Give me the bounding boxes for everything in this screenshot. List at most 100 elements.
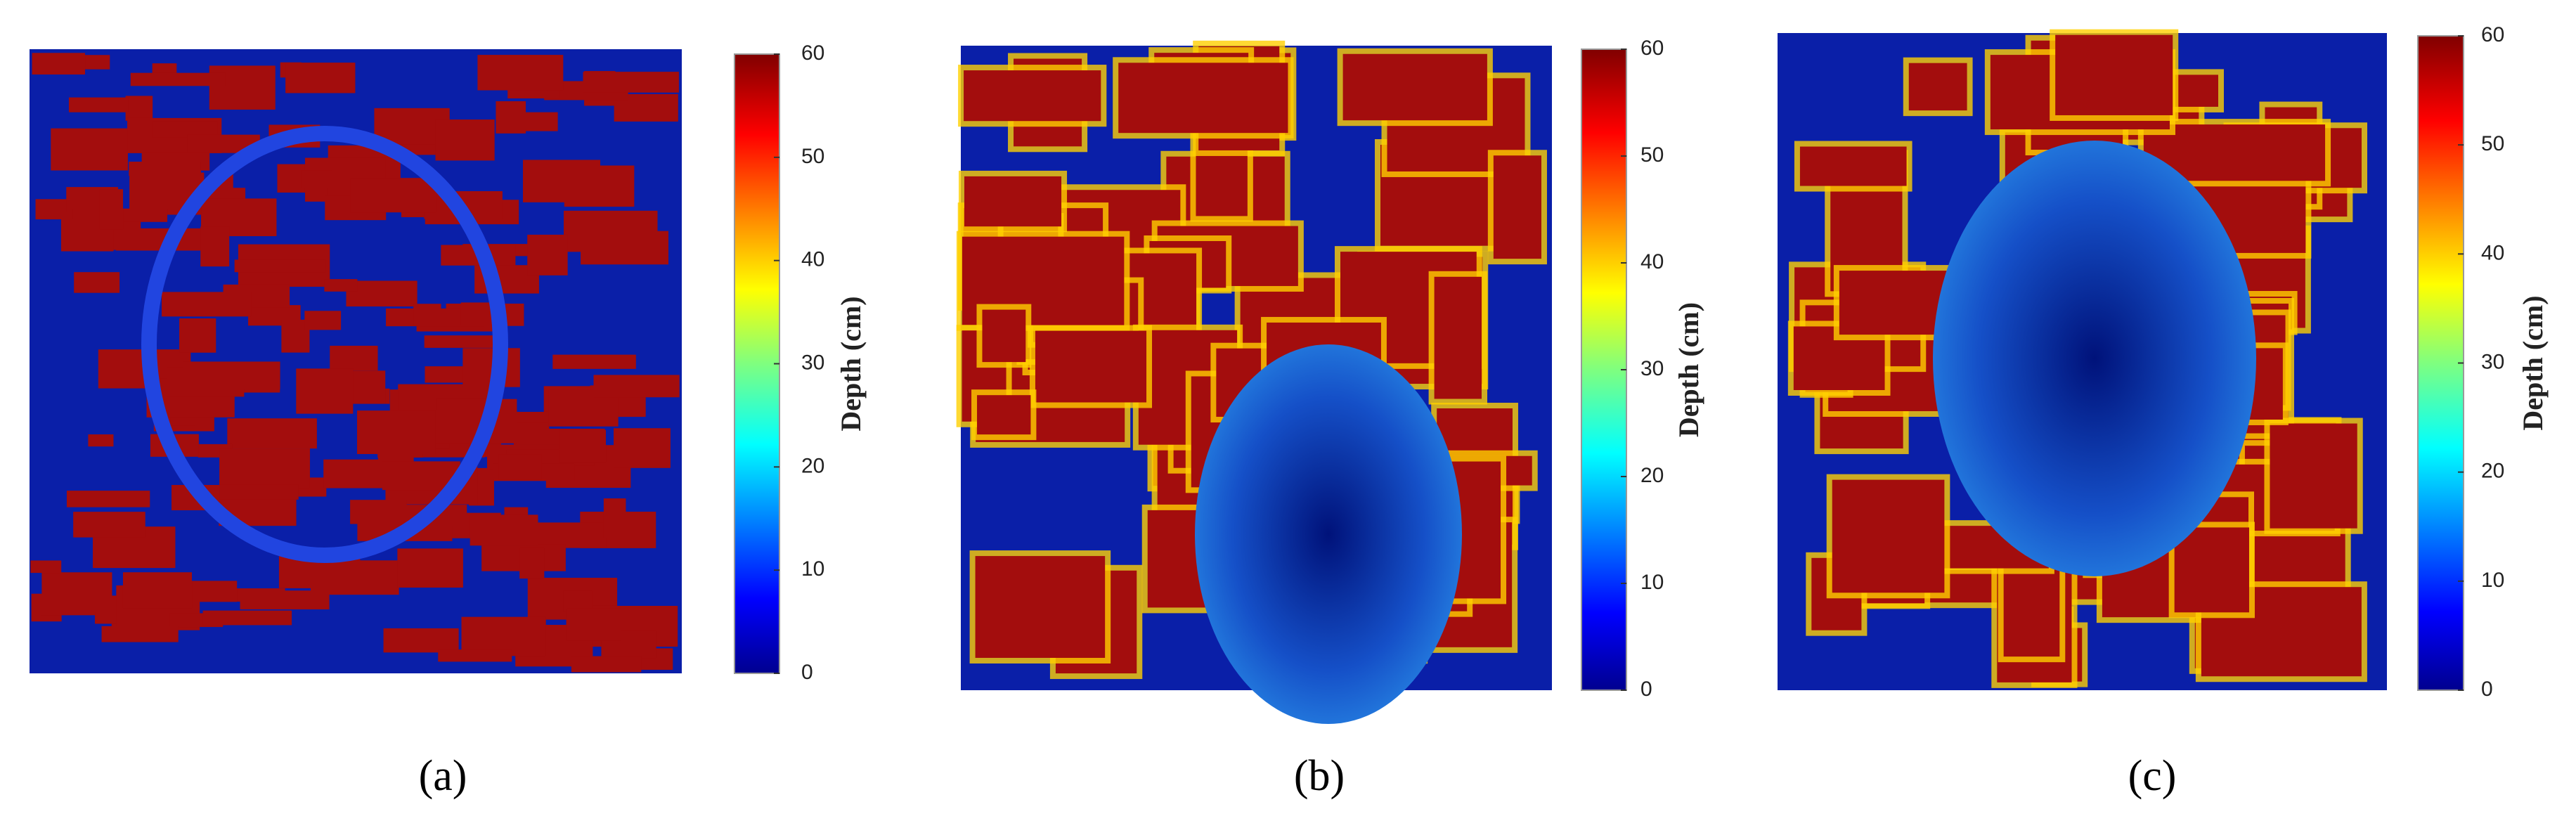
panel-caption: (a)	[419, 752, 467, 800]
map-patch	[350, 178, 437, 213]
map-patch	[330, 345, 378, 371]
map-patch	[66, 491, 150, 507]
map-patch	[219, 484, 299, 500]
map-patch	[424, 335, 500, 348]
map-patch	[397, 548, 463, 588]
map-patch	[32, 53, 86, 75]
panel-caption: (b)	[1294, 752, 1345, 800]
map-patch	[1839, 271, 1953, 335]
map-patch	[130, 72, 226, 86]
colorbar-label: Depth (cm)	[1673, 302, 1704, 437]
map-patch	[346, 280, 418, 307]
map-patch	[566, 608, 621, 641]
map-patch	[614, 428, 671, 468]
map-patch	[324, 279, 358, 292]
colorbar-tick-label: 20	[801, 454, 824, 477]
map-patch	[383, 628, 459, 653]
map-patch	[460, 302, 495, 325]
map-patch	[977, 395, 1031, 435]
map-arc	[141, 126, 508, 563]
map-patch	[461, 616, 546, 656]
map-patch	[101, 626, 179, 642]
colorbar-tick-label: 10	[2481, 569, 2504, 592]
map-patch	[30, 560, 62, 574]
colorbar-tick-label: 20	[1640, 464, 1664, 487]
map-patch	[129, 162, 201, 176]
colorbar-tick-label: 60	[1640, 37, 1664, 60]
map-patch	[498, 454, 542, 479]
colorbar-tick-label: 40	[1640, 250, 1664, 273]
map-patch	[435, 119, 495, 161]
map-patch	[438, 649, 512, 662]
colorbar-tick-label: 50	[2481, 132, 2504, 155]
map-patch	[2003, 568, 2060, 657]
map-patch	[183, 361, 280, 389]
colorbar-tick-label: 0	[2481, 678, 2493, 701]
map-patch	[74, 272, 120, 293]
map-patch	[964, 176, 1062, 227]
map-patch	[1342, 53, 1487, 121]
map-patch	[975, 556, 1106, 658]
map-patch	[581, 231, 668, 265]
map-patch	[593, 375, 680, 398]
colorbar	[1581, 48, 1627, 691]
colorbar-label: Depth (cm)	[835, 296, 867, 431]
map-patch	[413, 304, 441, 325]
map-patch	[520, 112, 558, 131]
map-patch	[200, 226, 230, 267]
colorbar	[734, 53, 780, 674]
map-patch	[603, 498, 626, 538]
colorbar	[2417, 35, 2464, 691]
map-patch	[236, 588, 285, 602]
map-patch	[68, 97, 129, 112]
colorbar-tick-label: 40	[801, 248, 824, 271]
map-bowl	[1195, 344, 1462, 724]
map-patch	[982, 309, 1026, 363]
map-patch	[82, 55, 110, 70]
panel-caption: (c)	[2128, 752, 2177, 800]
colorbar-tick-label: 50	[1640, 143, 1664, 167]
map-patch	[1035, 330, 1147, 403]
map-patch	[2055, 34, 2173, 115]
colorbar-tick-label: 0	[1640, 678, 1652, 701]
map-patch	[209, 65, 276, 110]
map-patch	[227, 418, 317, 449]
map-patch	[88, 434, 114, 447]
map-patch	[1493, 155, 1541, 259]
colorbar-tick-label: 0	[801, 661, 813, 684]
map-patch	[304, 311, 342, 330]
map-patch	[2174, 527, 2249, 613]
map-patch	[219, 448, 310, 488]
map-patch	[356, 410, 436, 454]
map-patch	[51, 128, 128, 171]
map-patch	[559, 429, 607, 463]
map-patch	[477, 55, 564, 91]
map-patch	[964, 70, 1101, 122]
colorbar-tick-label: 10	[1640, 571, 1664, 594]
map-patch	[179, 318, 216, 353]
map-patch	[125, 96, 153, 121]
colorbar-label: Depth (cm)	[2517, 295, 2549, 430]
map-patch	[571, 656, 642, 673]
map-patch	[1832, 479, 1945, 593]
map-patch	[496, 101, 526, 134]
map-patch	[301, 170, 332, 188]
map-patch	[1799, 146, 1907, 186]
map-patch	[2270, 423, 2357, 529]
colorbar-tick-label: 20	[2481, 460, 2504, 483]
colorbar-tick-label: 60	[2481, 23, 2504, 46]
depth-map	[956, 40, 1552, 724]
map-patch	[296, 368, 354, 414]
map-patch	[73, 512, 145, 538]
map-patch	[1434, 276, 1482, 399]
depth-map	[1778, 29, 2387, 690]
map-patch	[519, 548, 545, 579]
map-patch	[285, 63, 356, 93]
map-patch	[310, 560, 399, 595]
map-patch	[522, 160, 600, 202]
map-patch	[470, 514, 538, 546]
map-patch	[583, 72, 679, 93]
map-patch	[552, 354, 636, 369]
map-patch	[122, 572, 193, 609]
